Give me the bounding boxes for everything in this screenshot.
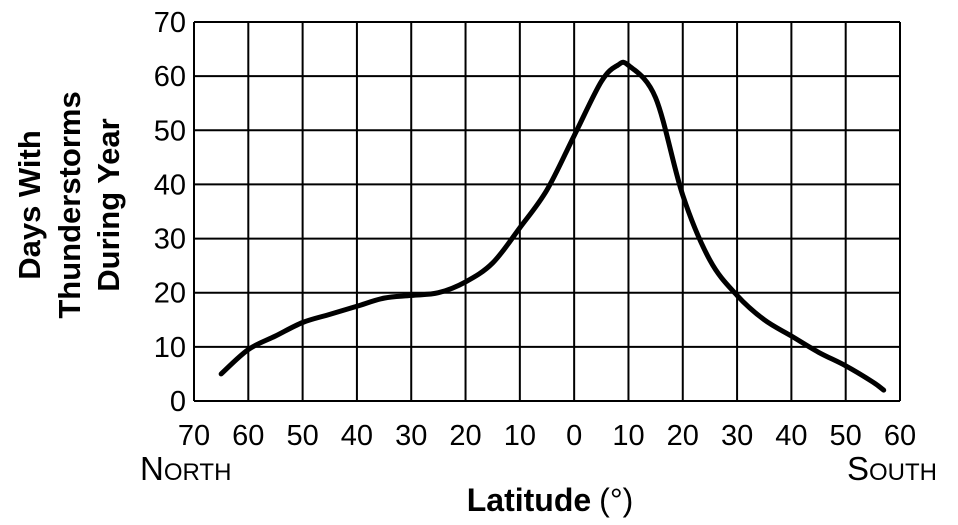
y-tick-labels: 0 10 20 30 40 50 60 70 (154, 7, 186, 418)
data-line (218, 59, 887, 393)
x-tick-label: 50 (286, 420, 318, 452)
y-axis-label-line-2: Thunderstorms (52, 91, 87, 318)
y-axis-title: Days With Thunderstorms During Year (12, 91, 126, 318)
grid (193, 21, 901, 402)
north-label-initial: N (140, 450, 164, 487)
south-label-initial: S (847, 450, 869, 487)
y-tick-label: 50 (154, 115, 186, 147)
x-tick-label: 20 (449, 420, 481, 452)
x-axis-label: Latitude (467, 482, 591, 518)
y-tick-label: 20 (154, 278, 186, 310)
x-axis-title: Latitude (°) (467, 482, 634, 518)
x-tick-labels: 70 60 50 40 30 20 10 0 10 20 30 40 50 60 (178, 420, 916, 452)
north-label: NORTH (140, 450, 231, 487)
x-tick-label: 70 (178, 420, 210, 452)
x-tick-label: 60 (884, 420, 916, 452)
y-tick-label: 30 (154, 224, 186, 256)
y-tick-label: 60 (154, 61, 186, 93)
x-tick-label: 10 (612, 420, 644, 452)
x-tick-label: 10 (504, 420, 536, 452)
thunderstorm-days-line (218, 59, 887, 393)
x-tick-label: 40 (775, 420, 807, 452)
y-tick-label: 10 (154, 332, 186, 364)
x-tick-label: 0 (566, 420, 582, 452)
x-tick-label: 60 (232, 420, 264, 452)
y-axis-label-line-1: Days With (12, 130, 47, 280)
y-tick-label: 0 (170, 386, 186, 418)
x-tick-label: 40 (341, 420, 373, 452)
x-tick-label: 20 (667, 420, 699, 452)
x-tick-label: 30 (395, 420, 427, 452)
y-tick-label: 70 (154, 7, 186, 39)
north-label-rest: ORTH (164, 459, 232, 486)
y-tick-label: 40 (154, 169, 186, 201)
x-tick-label: 30 (721, 420, 753, 452)
x-tick-label: 50 (830, 420, 862, 452)
south-label: SOUTH (847, 450, 937, 487)
south-label-rest: OUTH (869, 459, 937, 486)
y-axis-label-line-3: During Year (91, 118, 126, 291)
x-axis-unit: (°) (599, 482, 633, 518)
